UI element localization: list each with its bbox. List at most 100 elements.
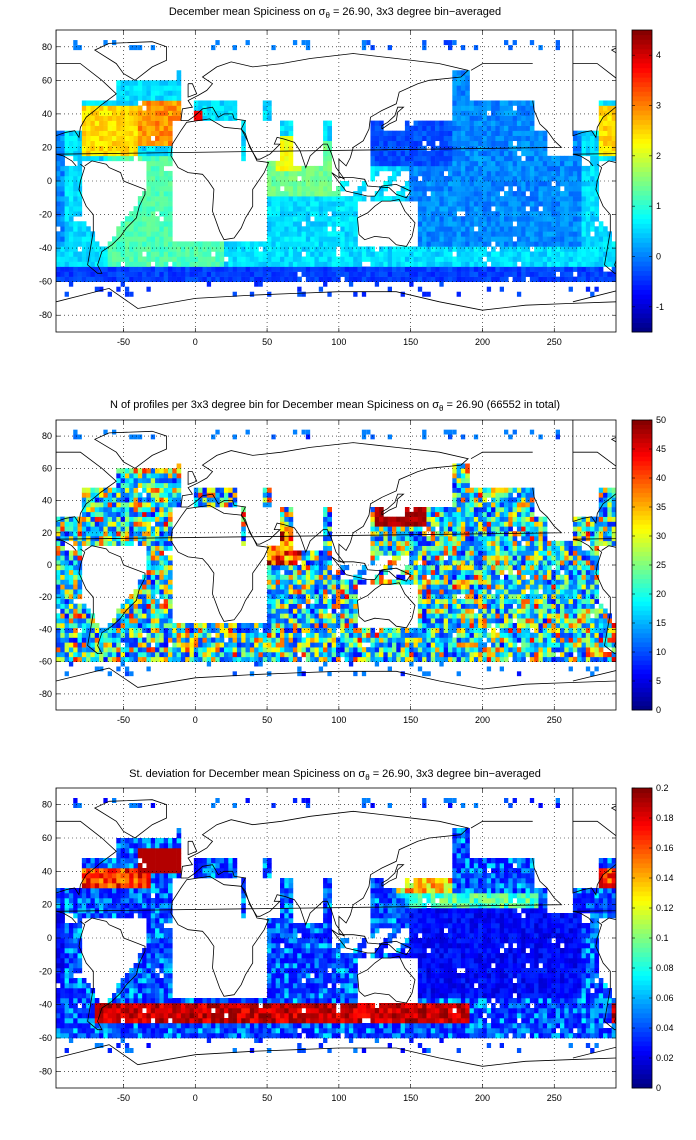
heatmap-cell: [137, 271, 143, 277]
heatmap-cell: [448, 201, 453, 207]
heatmap-cell: [478, 211, 483, 217]
heatmap-cell: [271, 623, 276, 629]
heatmap-cell: [284, 155, 289, 162]
heatmap-cell: [81, 135, 87, 142]
heatmap-cell: [155, 165, 160, 172]
heatmap-cell: [404, 246, 410, 252]
heatmap-cell: [508, 150, 513, 157]
heatmap-cell: [245, 261, 251, 267]
heatmap-cell: [417, 261, 423, 267]
heatmap-cell: [603, 241, 608, 247]
heatmap-cell: [232, 632, 238, 638]
heatmap-cell: [150, 160, 156, 167]
heatmap-cell: [327, 526, 332, 532]
heatmap-cell: [219, 256, 225, 262]
heatmap-cell: [137, 45, 143, 51]
heatmap-cell: [348, 226, 354, 232]
heatmap-cell: [577, 140, 582, 147]
heatmap-cell: [146, 90, 152, 96]
heatmap-cell: [176, 482, 182, 488]
heatmap-cell: [495, 276, 500, 282]
heatmap-cell: [564, 261, 569, 267]
heatmap-cell: [396, 261, 401, 267]
heatmap-cell: [271, 241, 276, 247]
heatmap-cell: [137, 579, 143, 585]
heatmap-cell: [155, 216, 160, 222]
heatmap-cell: [392, 140, 397, 147]
heatmap-cell: [64, 221, 70, 227]
heatmap-cell: [275, 598, 281, 604]
heatmap-cell: [465, 231, 470, 237]
heatmap-cell: [508, 130, 513, 136]
heatmap-cell: [168, 266, 173, 272]
heatmap-cell: [495, 206, 500, 212]
heatmap-cell: [504, 266, 509, 272]
heatmap-cell: [133, 211, 139, 217]
heatmap-cell: [163, 618, 169, 624]
heatmap-cell: [594, 201, 600, 207]
heatmap-cell: [409, 140, 414, 147]
heatmap-cell: [168, 656, 173, 662]
heatmap-cell: [159, 236, 164, 242]
heatmap-cell: [64, 175, 70, 182]
heatmap-cell: [560, 170, 565, 177]
heatmap-cell: [555, 40, 560, 46]
heatmap-cell: [103, 540, 108, 546]
heatmap-cell: [124, 637, 130, 643]
heatmap-cell: [107, 627, 113, 633]
heatmap-cell: [301, 196, 307, 202]
heatmap-cell: [318, 647, 324, 653]
heatmap-cell: [560, 226, 565, 232]
heatmap-cell: [189, 623, 195, 629]
heatmap-cell: [327, 603, 332, 609]
heatmap-cell: [280, 555, 285, 561]
heatmap-cell: [460, 236, 466, 242]
heatmap-cell: [142, 241, 147, 247]
heatmap-cell: [534, 236, 539, 242]
heatmap-cell: [538, 160, 544, 167]
heatmap-cell: [150, 473, 156, 479]
heatmap-cell: [155, 560, 160, 566]
heatmap-cell: [422, 231, 427, 237]
heatmap-cell: [529, 165, 535, 172]
heatmap-cell: [81, 521, 87, 527]
heatmap-cell: [297, 656, 302, 662]
heatmap-cell: [361, 251, 367, 257]
heatmap-cell: [439, 211, 444, 217]
heatmap-cell: [103, 256, 108, 262]
heatmap-cell: [525, 170, 531, 177]
heatmap-cell: [473, 105, 479, 111]
heatmap-cell: [435, 201, 440, 207]
heatmap-cell: [357, 569, 363, 575]
heatmap-cell: [452, 256, 457, 262]
heatmap-cell: [585, 286, 591, 292]
heatmap-cell: [361, 627, 367, 633]
heatmap-cell: [417, 201, 423, 207]
heatmap-cell: [305, 226, 311, 232]
heatmap-cell: [280, 206, 285, 212]
heatmap-cell: [275, 206, 281, 212]
heatmap-cell: [107, 656, 113, 662]
heatmap-cell: [155, 545, 160, 551]
heatmap-cell: [133, 531, 139, 537]
heatmap-cell: [327, 507, 332, 513]
heatmap-cell: [168, 155, 173, 162]
heatmap-cell: [301, 574, 307, 580]
heatmap-cell: [60, 140, 65, 147]
heatmap-cell: [292, 569, 298, 575]
heatmap-cell: [555, 191, 561, 197]
heatmap-cell: [305, 618, 311, 624]
heatmap-cell: [538, 251, 544, 257]
heatmap-cell: [344, 579, 350, 585]
heatmap-cell: [103, 497, 108, 503]
heatmap-cell: [594, 271, 600, 277]
heatmap-cell: [301, 186, 307, 192]
heatmap-cell: [81, 507, 87, 513]
heatmap-cell: [146, 511, 152, 517]
heatmap-cell: [60, 594, 65, 600]
heatmap-cell: [323, 521, 328, 527]
heatmap-cell: [392, 145, 397, 152]
heatmap-cell: [292, 579, 298, 585]
heatmap-cell: [275, 589, 281, 595]
heatmap-cell: [64, 211, 70, 217]
